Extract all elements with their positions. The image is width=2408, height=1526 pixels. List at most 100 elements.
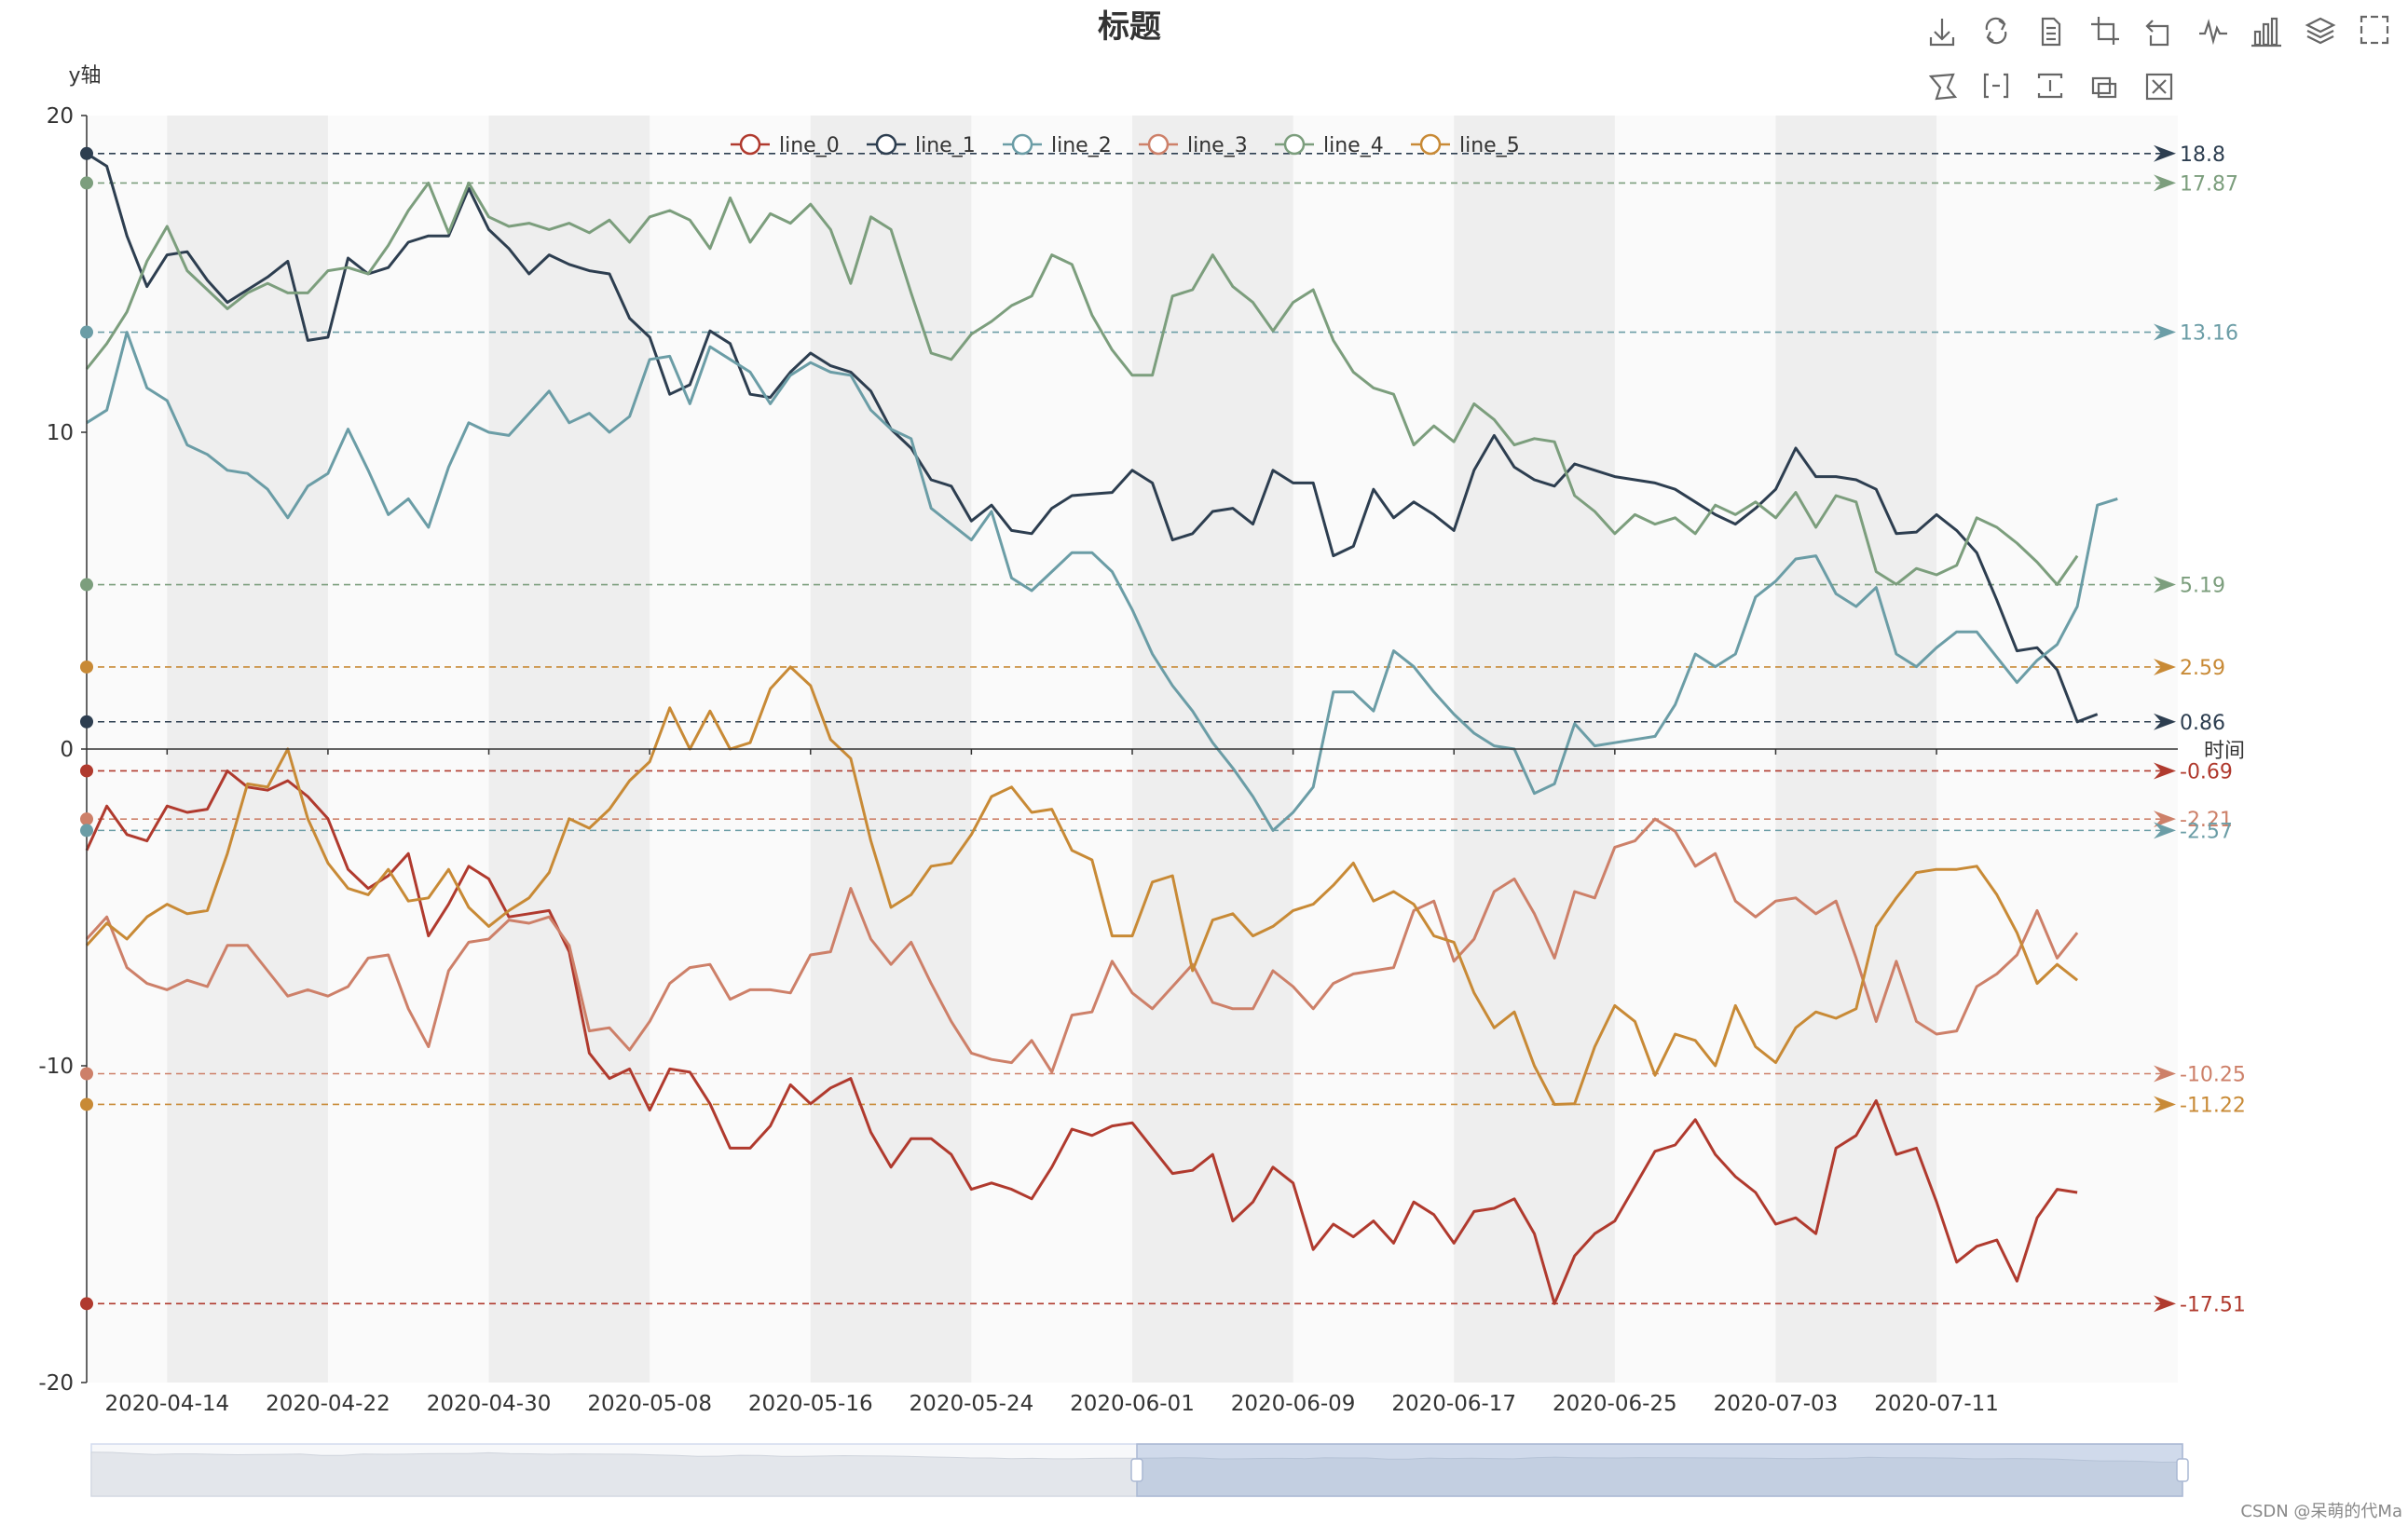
mark-line-label: 18.8 xyxy=(2180,143,2225,167)
legend-marker xyxy=(1147,133,1170,156)
mark-line-start-point xyxy=(80,578,93,592)
mark-line-arrow xyxy=(2154,811,2176,828)
series-line-line_4 xyxy=(85,181,2079,586)
zoom-icon[interactable] xyxy=(2091,17,2119,45)
x-tick-label: 2020-06-09 xyxy=(1231,1392,1356,1416)
brush-keep-icon[interactable] xyxy=(2091,76,2117,99)
zoom-start-handle[interactable] xyxy=(1130,1458,1143,1482)
legend-item-line_0[interactable]: line_0 xyxy=(731,133,840,157)
legend-label: line_1 xyxy=(915,134,976,157)
mark-lines xyxy=(87,144,2176,1313)
mark-line-start-point xyxy=(80,146,93,160)
series-line-line_5 xyxy=(85,665,2079,1106)
mark-line-arrow xyxy=(2154,762,2176,780)
mark-line-arrow xyxy=(2154,713,2176,730)
save-as-image-icon[interactable] xyxy=(1929,19,1955,47)
mark-line-arrow xyxy=(2154,1065,2176,1083)
zoom-selected-range[interactable] xyxy=(1136,1443,2183,1497)
data-zoom-slider[interactable] xyxy=(90,1443,2189,1497)
mark-line-arrow xyxy=(2154,144,2176,162)
brush-line-x-icon[interactable] xyxy=(1983,73,2009,99)
zoom-back-icon[interactable] xyxy=(2145,20,2169,47)
mark-line-start-point xyxy=(80,1297,93,1311)
restore-icon[interactable] xyxy=(1985,17,2007,45)
mark-line-label: -2.57 xyxy=(2180,820,2233,843)
x-tick-label: 2020-05-08 xyxy=(587,1392,712,1416)
legend-label: line_2 xyxy=(1051,134,1112,157)
mark-line-start-point xyxy=(80,715,93,729)
legend-item-line_4[interactable]: line_4 xyxy=(1275,133,1384,157)
mark-line-start-point xyxy=(80,1097,93,1111)
mark-line-label: 13.16 xyxy=(2180,322,2238,346)
series-line-line_3 xyxy=(85,817,2079,1074)
mark-line-label: -17.51 xyxy=(2180,1293,2246,1316)
y-axis-name: y轴 xyxy=(68,64,101,88)
toolbox xyxy=(1928,15,2389,101)
mark-line-arrow xyxy=(2154,1295,2176,1313)
y-tick-label: -20 xyxy=(38,1371,74,1396)
legend[interactable]: line_0 line_1 line_2 line_3 line_4 line_5 xyxy=(731,133,1520,157)
mark-line-start-point xyxy=(80,1067,93,1081)
legend-marker xyxy=(1011,133,1033,156)
mark-line-start-point xyxy=(80,325,93,339)
stack-icon[interactable] xyxy=(2305,17,2336,45)
legend-marker xyxy=(1419,133,1442,156)
mark-line-label: -11.22 xyxy=(2180,1094,2246,1117)
x-tick-label: 2020-06-01 xyxy=(1070,1392,1195,1416)
series-lines xyxy=(85,152,2118,1305)
series-line-line_0 xyxy=(85,770,2078,1305)
mark-line-arrow xyxy=(2154,658,2176,675)
axes: 20 10 0 -10 -20 2020-04-14 2020-04-22 2020-04-3… xyxy=(38,104,2178,1416)
mark-line-arrow xyxy=(2154,1096,2176,1113)
legend-item-line_2[interactable]: line_2 xyxy=(1003,133,1112,157)
x-tick-label: 2020-07-11 xyxy=(1874,1392,1999,1416)
x-tick-label: 2020-05-24 xyxy=(910,1392,1034,1416)
x-tick-label: 2020-07-03 xyxy=(1714,1392,1839,1416)
x-axis-name: 时间 xyxy=(2204,740,2245,763)
brush-line-y-icon[interactable] xyxy=(2037,73,2063,99)
brush-polygon-icon[interactable] xyxy=(1928,73,1958,101)
mark-line-start-point xyxy=(80,824,93,838)
mark-line-arrow xyxy=(2154,576,2176,593)
legend-marker xyxy=(1283,133,1306,156)
legend-label: line_3 xyxy=(1187,134,1248,157)
mark-line-label: 17.87 xyxy=(2180,172,2238,196)
mark-line-arrow xyxy=(2154,822,2176,839)
series-line-line_1 xyxy=(86,152,2099,724)
legend-item-line_3[interactable]: line_3 xyxy=(1139,133,1248,157)
series-line-line_2 xyxy=(86,331,2118,832)
y-tick-label: 10 xyxy=(47,421,74,445)
mark-line-arrow xyxy=(2154,174,2176,192)
mark-line-label: -10.25 xyxy=(2180,1064,2246,1087)
zoom-end-handle[interactable] xyxy=(2176,1458,2189,1482)
mark-line-endpoints: 18.8 17.87 13.16 5.19 2.59 0.86 -0.69 -2.21-2.5… xyxy=(80,143,2246,1316)
mark-line-start-point xyxy=(80,176,93,190)
brush-clear-icon[interactable] xyxy=(2145,73,2173,101)
line-type-icon[interactable] xyxy=(2199,19,2227,46)
mark-line-start-point xyxy=(80,660,93,674)
mark-line-start-point xyxy=(80,812,93,826)
legend-label: line_0 xyxy=(779,134,840,157)
legend-item-line_5[interactable]: line_5 xyxy=(1411,133,1520,157)
chart-title: 标题 xyxy=(1098,8,1161,46)
x-tick-label: 2020-05-16 xyxy=(748,1392,873,1416)
brush-rect-icon[interactable] xyxy=(2360,15,2389,45)
mark-line-start-point xyxy=(80,764,93,778)
mark-line-label: -0.69 xyxy=(2180,760,2233,783)
legend-marker xyxy=(739,133,761,156)
x-tick-label: 2020-04-14 xyxy=(104,1392,229,1416)
x-tick-label: 2020-06-17 xyxy=(1391,1392,1516,1416)
bar-type-icon[interactable] xyxy=(2251,17,2281,48)
data-view-icon[interactable] xyxy=(2041,17,2061,47)
watermark: CSDN @呆萌的代Ma xyxy=(2240,1502,2402,1521)
legend-label: line_4 xyxy=(1323,134,1384,157)
x-tick-label: 2020-06-25 xyxy=(1553,1392,1677,1416)
mark-line-label: 2.59 xyxy=(2180,657,2225,680)
mark-line-arrow xyxy=(2154,323,2176,341)
mark-line-label: 5.19 xyxy=(2180,575,2225,598)
mark-line-label: 0.86 xyxy=(2180,712,2225,735)
legend-item-line_1[interactable]: line_1 xyxy=(867,133,976,157)
y-tick-label: 20 xyxy=(47,104,74,129)
y-tick-label: -10 xyxy=(38,1055,74,1079)
